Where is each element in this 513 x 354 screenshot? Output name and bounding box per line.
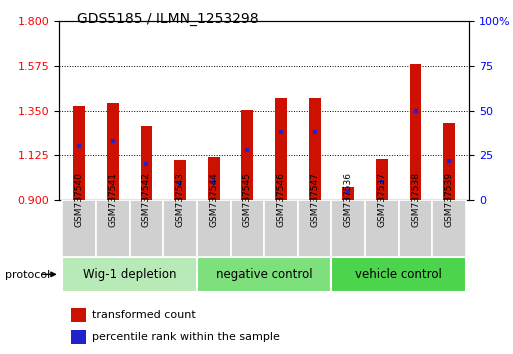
Text: percentile rank within the sample: percentile rank within the sample (92, 332, 280, 342)
Bar (71, 308, 86, 322)
FancyBboxPatch shape (399, 200, 432, 257)
FancyBboxPatch shape (365, 200, 399, 257)
Text: GSM737536: GSM737536 (344, 172, 353, 227)
Text: negative control: negative control (216, 268, 312, 281)
FancyBboxPatch shape (298, 200, 331, 257)
Text: GSM737539: GSM737539 (445, 172, 453, 227)
Text: GSM737542: GSM737542 (142, 172, 151, 227)
Text: GSM737544: GSM737544 (209, 172, 218, 227)
FancyBboxPatch shape (264, 200, 298, 257)
Bar (141, 126, 152, 200)
FancyBboxPatch shape (197, 257, 331, 292)
FancyBboxPatch shape (130, 200, 163, 257)
Text: GSM737545: GSM737545 (243, 172, 252, 227)
Text: GSM737541: GSM737541 (108, 172, 117, 227)
FancyBboxPatch shape (331, 200, 365, 257)
Bar (275, 98, 287, 200)
FancyBboxPatch shape (432, 200, 466, 257)
Text: transformed count: transformed count (92, 310, 195, 320)
Text: GSM737543: GSM737543 (175, 172, 185, 227)
Text: vehicle control: vehicle control (356, 268, 442, 281)
FancyBboxPatch shape (63, 257, 197, 292)
FancyBboxPatch shape (163, 200, 197, 257)
FancyBboxPatch shape (63, 200, 96, 257)
Text: protocol: protocol (5, 270, 50, 280)
Text: GSM737538: GSM737538 (411, 172, 420, 227)
Text: GSM737540: GSM737540 (75, 172, 84, 227)
Bar (443, 122, 455, 200)
Bar (107, 103, 119, 200)
Bar (309, 98, 321, 200)
Text: GDS5185 / ILMN_1253298: GDS5185 / ILMN_1253298 (77, 12, 259, 27)
FancyBboxPatch shape (96, 200, 130, 257)
Bar (342, 187, 354, 200)
Bar (376, 159, 388, 200)
Bar (242, 110, 253, 200)
Bar (73, 105, 85, 200)
Text: GSM737547: GSM737547 (310, 172, 319, 227)
Bar (71, 330, 86, 344)
Text: GSM737546: GSM737546 (277, 172, 286, 227)
Bar (174, 160, 186, 200)
Text: GSM737537: GSM737537 (378, 172, 386, 227)
FancyBboxPatch shape (331, 257, 466, 292)
FancyBboxPatch shape (197, 200, 230, 257)
Bar (208, 157, 220, 200)
FancyBboxPatch shape (230, 200, 264, 257)
Text: Wig-1 depletion: Wig-1 depletion (83, 268, 176, 281)
Bar (410, 64, 422, 200)
